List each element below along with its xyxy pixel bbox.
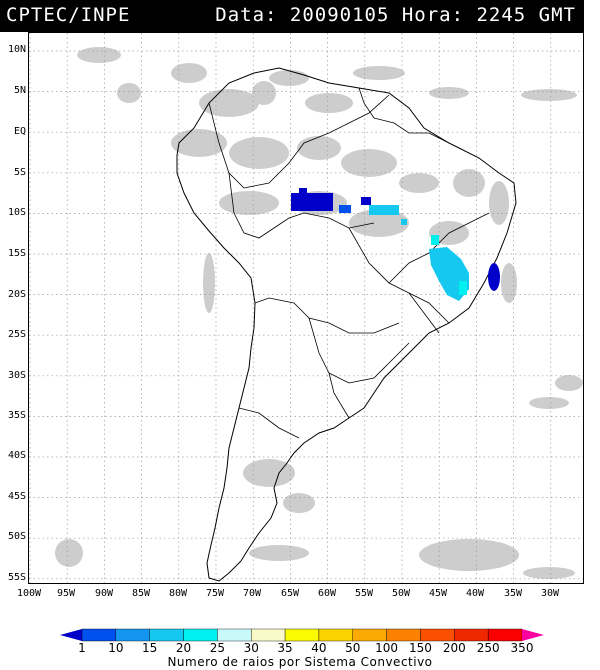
- lon-label-100W: 100W: [16, 588, 42, 599]
- lat-label-20S: 20S: [7, 289, 26, 300]
- colorbar-swatch: [420, 628, 455, 642]
- lon-label-80W: 80W: [168, 588, 188, 599]
- cloud-cover: [55, 47, 583, 579]
- colorbar-swatch: [386, 628, 421, 642]
- lon-label-55W: 55W: [354, 588, 374, 599]
- lon-label-40W: 40W: [465, 588, 485, 599]
- graticule: [29, 33, 583, 583]
- colorbar-tick-label: 150: [409, 641, 432, 655]
- lat-label-40S: 40S: [7, 450, 26, 461]
- lat-label-10N: 10N: [7, 44, 26, 55]
- colorbar-tick-label: 25: [209, 641, 226, 655]
- colorbar-tick-label: 200: [442, 641, 466, 655]
- lat-label-55S: 55S: [7, 572, 26, 583]
- colorbar-swatch: [318, 628, 353, 642]
- colorbar: [60, 628, 544, 642]
- lon-label-45W: 45W: [428, 588, 448, 599]
- lon-label-75W: 75W: [205, 588, 225, 599]
- organization-label: CPTEC/INPE: [6, 4, 131, 26]
- lat-label-5S: 5S: [13, 167, 26, 178]
- lat-label-EQ: EQ: [13, 126, 26, 137]
- lon-label-60W: 60W: [317, 588, 337, 599]
- colorbar-swatch: [183, 628, 218, 642]
- country-borders: [208, 87, 490, 439]
- datetime-label: Data: 20090105 Hora: 2245 GMT: [215, 4, 576, 26]
- coastline: [176, 67, 517, 582]
- map-canvas: [29, 33, 583, 583]
- lon-label-90W: 90W: [94, 588, 114, 599]
- colorbar-tick-label: 100: [375, 641, 399, 655]
- colorbar-tick-label: 15: [142, 641, 158, 655]
- lightning-clusters: [291, 188, 500, 301]
- colorbar-swatch: [149, 628, 184, 642]
- lon-label-50W: 50W: [391, 588, 411, 599]
- colorbar-swatch: [352, 628, 387, 642]
- colorbar-swatch: [487, 628, 523, 642]
- lon-label-30W: 30W: [540, 588, 560, 599]
- colorbar-swatch: [251, 628, 286, 642]
- colorbar-title: Numero de raios por Sistema Convectivo: [167, 655, 433, 669]
- map-header: CPTEC/INPE Data: 20090105 Hora: 2245 GMT: [0, 0, 584, 32]
- lat-label-45S: 45S: [7, 491, 26, 502]
- colorbar-tick-label: 250: [476, 641, 500, 655]
- colorbar-tick-label: 50: [345, 641, 361, 655]
- colorbar-tick-label: 35: [277, 641, 293, 655]
- lat-label-15S: 15S: [7, 248, 26, 259]
- lon-label-95W: 95W: [56, 588, 76, 599]
- colorbar-swatch: [81, 628, 117, 642]
- colorbar-tick-label: 30: [243, 641, 259, 655]
- colorbar-tick-label: 20: [175, 641, 192, 655]
- lon-label-85W: 85W: [131, 588, 151, 599]
- lightning-map: [28, 32, 584, 584]
- colorbar-left-arrow: [60, 629, 82, 641]
- lat-label-25S: 25S: [7, 329, 26, 340]
- lon-label-70W: 70W: [242, 588, 262, 599]
- colorbar-swatch: [454, 628, 489, 642]
- colorbar-tick-label: 10: [108, 641, 124, 655]
- lon-label-65W: 65W: [280, 588, 300, 599]
- colorbar-swatch: [284, 628, 320, 642]
- lat-label-10S: 10S: [7, 207, 26, 218]
- colorbar-swatch: [217, 628, 252, 642]
- colorbar-tick-label: 40: [311, 641, 327, 655]
- colorbar-swatch: [115, 628, 150, 642]
- colorbar-tick-label: 1: [78, 641, 86, 655]
- lat-label-5N: 5N: [13, 85, 26, 96]
- lat-label-30S: 30S: [7, 370, 26, 381]
- colorbar-right-arrow: [522, 629, 544, 641]
- colorbar-tick-label: 350: [510, 641, 534, 655]
- lat-label-35S: 35S: [7, 410, 26, 421]
- lon-label-35W: 35W: [503, 588, 523, 599]
- lat-label-50S: 50S: [7, 531, 26, 542]
